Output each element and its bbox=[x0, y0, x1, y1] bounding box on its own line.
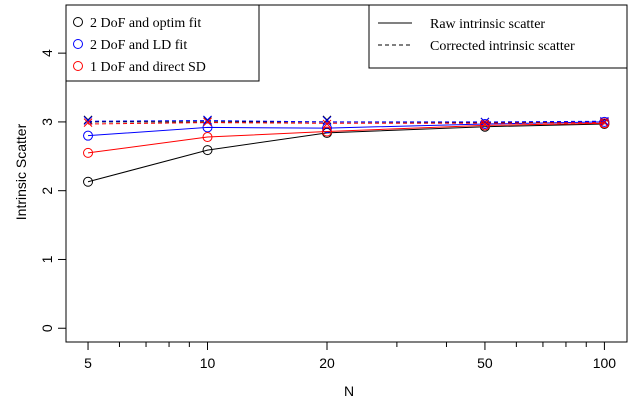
raw-line-series-3 bbox=[87, 122, 605, 154]
legend-left-marker-3 bbox=[73, 61, 83, 71]
raw-point-series-3-n50 bbox=[479, 120, 490, 131]
legend-left-label-1: 2 DoF and optim fit bbox=[90, 16, 201, 31]
y-tick-label-0: 0 bbox=[39, 324, 55, 332]
corrected-point-series-3-n20 bbox=[322, 119, 332, 129]
raw-point-series-1-n10 bbox=[202, 145, 213, 156]
corrected-point-series-3-n10 bbox=[203, 117, 212, 127]
corrected-point-series-2-n100 bbox=[600, 116, 609, 126]
raw-point-series-3-n20 bbox=[321, 126, 332, 137]
legend-left-label-3: 1 DoF and direct SD bbox=[90, 60, 206, 75]
legend-right-label-2: Corrected intrinsic scatter bbox=[430, 39, 575, 54]
y-tick-label-3: 3 bbox=[39, 118, 55, 126]
legend-left-marker-2 bbox=[73, 39, 83, 49]
x-tick-label-20: 20 bbox=[319, 355, 335, 371]
raw-point-series-3-n100 bbox=[599, 118, 610, 129]
corrected-line-series-2 bbox=[88, 120, 605, 123]
corrected-point-series-3-n100 bbox=[600, 118, 609, 127]
x-tick-label-10: 10 bbox=[200, 355, 216, 371]
legend-left-box bbox=[65, 4, 260, 82]
raw-point-series-1-n5 bbox=[83, 176, 94, 187]
corrected-point-series-3-n50 bbox=[480, 119, 490, 129]
x-tick-label-5: 5 bbox=[84, 355, 92, 371]
legend-left-marker-1 bbox=[73, 17, 83, 27]
y-axis-label: Intrinsic Scatter bbox=[13, 123, 29, 220]
x-tick-label-100: 100 bbox=[593, 355, 617, 371]
x-axis-label: N bbox=[344, 383, 354, 399]
legend-right-box bbox=[368, 4, 628, 69]
raw-point-series-2-n5 bbox=[83, 130, 94, 141]
corrected-point-series-2-n5 bbox=[83, 116, 93, 125]
x-tick-label-50: 50 bbox=[477, 355, 493, 371]
raw-point-series-3-n5 bbox=[83, 147, 94, 158]
legend-right-label-1: Raw intrinsic scatter bbox=[430, 17, 545, 32]
series-3 bbox=[83, 117, 610, 158]
y-tick-label-4: 4 bbox=[39, 49, 55, 57]
corrected-point-series-3-n5 bbox=[83, 118, 93, 127]
legend-left-label-2: 2 DoF and LD fit bbox=[90, 38, 187, 53]
raw-point-series-3-n10 bbox=[202, 132, 213, 143]
corrected-point-series-2-n50 bbox=[480, 117, 490, 127]
y-tick-label-1: 1 bbox=[39, 255, 55, 263]
y-tick-label-2: 2 bbox=[39, 187, 55, 195]
